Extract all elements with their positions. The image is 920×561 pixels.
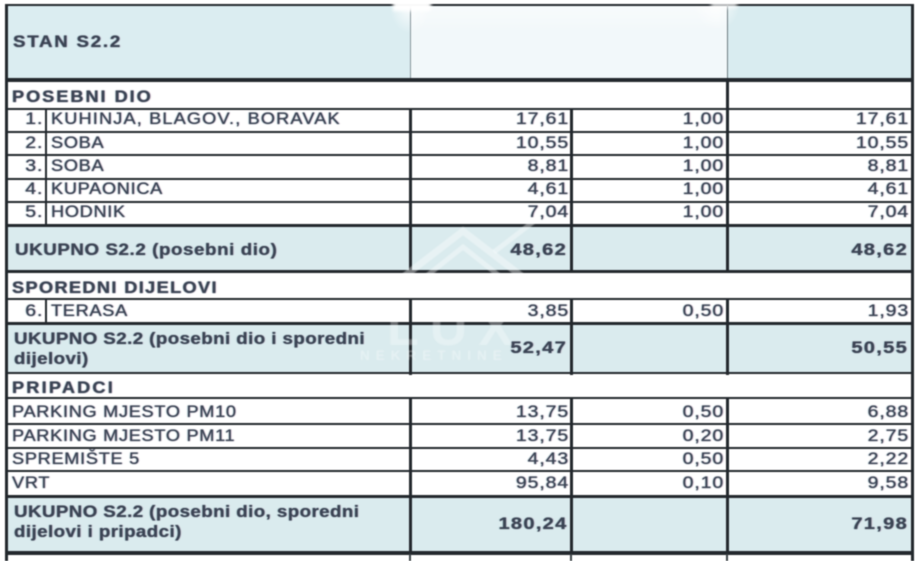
svg-text:LUX: LUX: [387, 299, 524, 357]
svg-text:NEKRETNINE: NEKRETNINE: [360, 348, 508, 363]
